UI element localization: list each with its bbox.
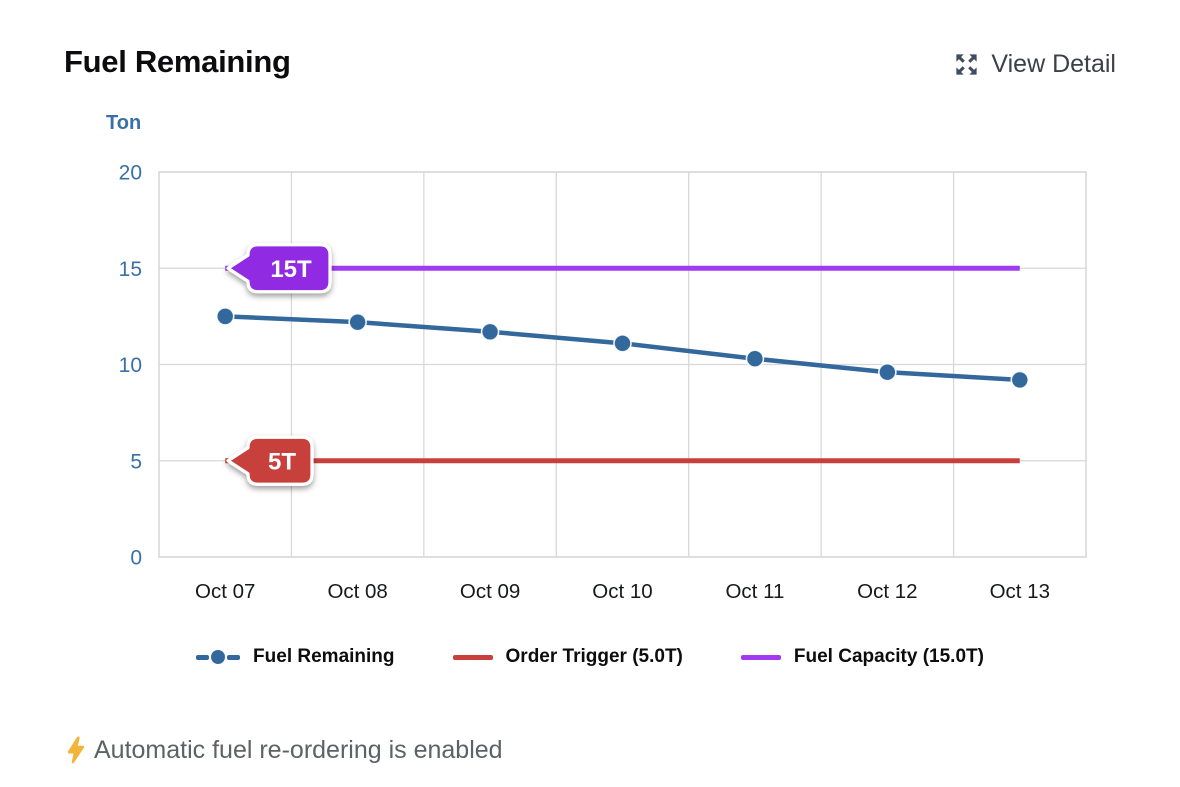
series-point (480, 322, 500, 342)
x-tick-label: Oct 09 (460, 580, 520, 603)
threshold-badge-label: 5T (268, 448, 296, 475)
expand-icon (953, 51, 980, 78)
series-point (215, 307, 235, 326)
lightning-bolt-icon (63, 735, 89, 765)
legend-label: Fuel Capacity (15.0T) (793, 646, 984, 667)
y-axis-unit-label: Ton (106, 112, 142, 134)
page-title: Fuel Remaining (64, 44, 291, 79)
line-marker-icon (452, 654, 493, 660)
line-marker-icon (740, 654, 781, 660)
plot-border (158, 171, 1087, 558)
threshold-badge-label: 15T (270, 256, 312, 283)
auto-reorder-status: Automatic fuel re-ordering is enabled (63, 735, 503, 765)
series-point (878, 362, 897, 382)
y-tick-label: 15 (119, 258, 142, 281)
legend-label: Fuel Remaining (253, 646, 395, 667)
view-detail-label: View Detail (991, 50, 1116, 78)
status-text: Automatic fuel re-ordering is enabled (94, 735, 503, 764)
chart-area: 0 5 10 15 20 Oct 07 Oct 08 Oct 09 Oct 10 Oct 11 Oc… (0, 150, 1180, 620)
x-tick-label: Oct 10 (592, 580, 652, 603)
series-point (1010, 370, 1030, 390)
view-detail-button[interactable]: View Detail (953, 50, 1116, 79)
series-point (348, 312, 367, 332)
y-tick-label: 5 (130, 450, 142, 473)
chart-legend: Fuel Remaining Order Trigger (5.0T) Fuel… (0, 646, 1180, 668)
x-tick-label: Oct 13 (990, 580, 1050, 603)
legend-item-fuel-capacity[interactable]: Fuel Capacity (15.0T) (740, 646, 984, 668)
series-point (613, 334, 632, 353)
x-tick-label: Oct 12 (857, 580, 917, 603)
x-tick-label: Oct 07 (195, 580, 255, 603)
x-tick-label: Oct 08 (327, 580, 387, 603)
legend-item-fuel-remaining[interactable]: Fuel Remaining (196, 646, 395, 668)
legend-item-order-trigger[interactable]: Order Trigger (5.0T) (452, 646, 683, 668)
y-tick-label: 0 (130, 547, 142, 570)
series-point (745, 349, 765, 369)
threshold-badge (226, 435, 314, 486)
y-tick-label: 10 (119, 354, 142, 377)
legend-label: Order Trigger (5.0T) (505, 646, 683, 667)
y-tick-label: 20 (119, 162, 142, 185)
fuel-chart: 0 5 10 15 20 Oct 07 Oct 08 Oct 09 Oct 10 Oct 11 Oc… (119, 162, 1087, 603)
line-dot-marker-icon (196, 650, 241, 664)
threshold-badge (226, 243, 332, 294)
x-tick-label: Oct 11 (725, 580, 784, 603)
